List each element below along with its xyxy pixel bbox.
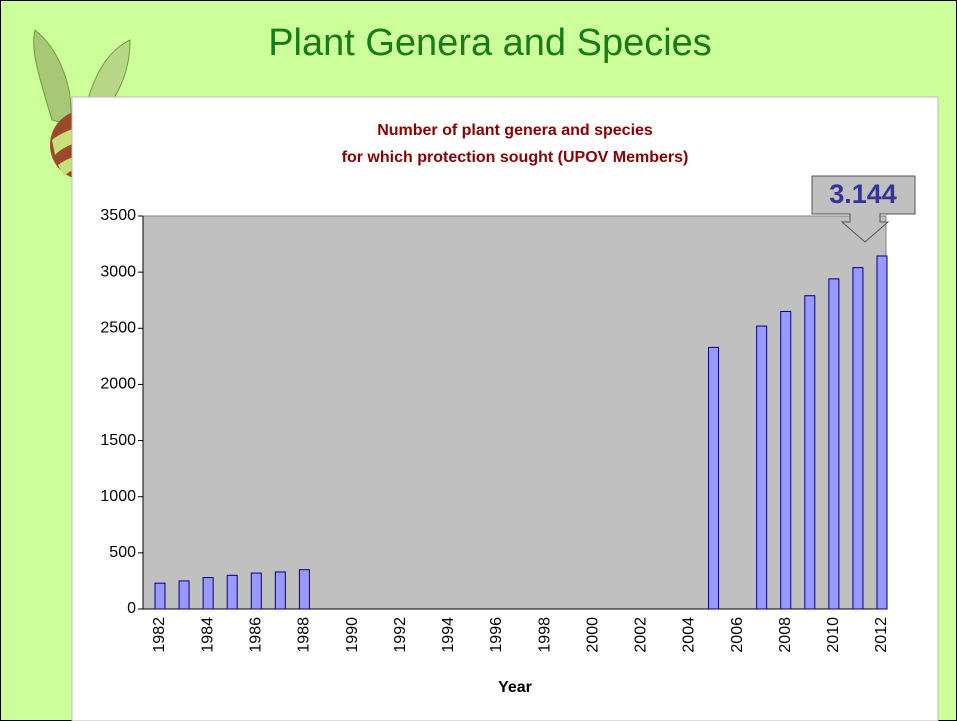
bar [227, 575, 237, 609]
x-tick-label: 1996 [488, 617, 505, 653]
annotation: 3.144 [829, 179, 897, 209]
bar [757, 326, 767, 609]
x-tick-label: 2012 [873, 617, 890, 653]
x-tick-label: 1986 [247, 617, 264, 653]
bar [877, 256, 887, 609]
slide-title: Plant Genera and Species [268, 22, 712, 64]
y-tick-label: 3500 [100, 207, 136, 224]
x-tick-label: 2004 [681, 617, 698, 653]
bar [299, 570, 309, 609]
y-tick-label: 1500 [100, 432, 136, 449]
x-tick-label: 1990 [344, 617, 361, 653]
y-tick-label: 2500 [100, 320, 136, 337]
x-tick-label: 1984 [199, 617, 216, 653]
bar [275, 572, 285, 609]
bar [251, 573, 261, 609]
bar [155, 583, 165, 609]
x-tick-label: 1994 [440, 617, 457, 653]
y-tick-label: 3000 [100, 263, 136, 280]
chart-title: Number of plant genera and species [377, 122, 653, 139]
bar [805, 296, 815, 609]
x-axis-label: Year [498, 679, 532, 696]
bar [853, 268, 863, 609]
y-tick-label: 2000 [100, 376, 136, 393]
chart-title: for which protection sought (UPOV Member… [342, 149, 689, 166]
x-tick-label: 2000 [584, 617, 601, 653]
x-tick-label: 1982 [151, 617, 168, 653]
bar [829, 279, 839, 609]
page: Plant Genera and Species Number of plant… [0, 0, 957, 721]
bar [179, 581, 189, 609]
x-tick-label: 2006 [729, 617, 746, 653]
bar [781, 311, 791, 609]
y-tick-label: 0 [127, 600, 136, 617]
slide: Plant Genera and Species Number of plant… [0, 0, 957, 721]
x-tick-label: 1992 [392, 617, 409, 653]
y-tick-label: 500 [109, 544, 136, 561]
x-tick-label: 2010 [825, 617, 842, 653]
bar [203, 578, 213, 609]
x-tick-label: 1988 [296, 617, 313, 653]
x-tick-label: 2002 [633, 617, 650, 653]
plot-area [143, 216, 886, 609]
bar [709, 347, 719, 609]
x-tick-label: 2008 [777, 617, 794, 653]
y-tick-label: 1000 [100, 488, 136, 505]
x-tick-label: 1998 [536, 617, 553, 653]
